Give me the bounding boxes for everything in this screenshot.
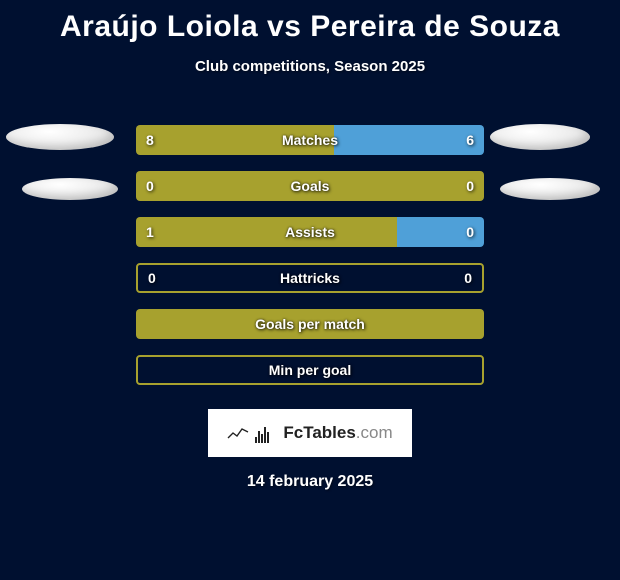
brand-text: FcTables.com <box>283 423 392 443</box>
stat-bar: 0 0 Hattricks <box>136 263 484 293</box>
stat-value-left: 8 <box>146 132 154 148</box>
page-title: Araújo Loiola vs Pereira de Souza <box>0 0 620 44</box>
stat-value-left: 1 <box>146 224 154 240</box>
decorative-ellipse <box>490 124 590 150</box>
brand-tld: .com <box>356 423 393 442</box>
stat-bar: Min per goal <box>136 355 484 385</box>
stat-bar: 8 6 Matches <box>136 125 484 155</box>
stat-row: 0 0 Hattricks <box>0 255 620 301</box>
stat-value-right: 6 <box>466 132 474 148</box>
stat-label: Goals <box>291 178 330 194</box>
chart-bars-icon <box>255 423 279 443</box>
decorative-ellipse <box>500 178 600 200</box>
stat-value-left: 0 <box>148 270 156 286</box>
stat-row: Goals per match <box>0 301 620 347</box>
comparison-chart: 8 6 Matches 0 0 Goals 1 0 Assists 0 0 Hattricks Goal… <box>0 117 620 393</box>
stat-row: Min per goal <box>0 347 620 393</box>
stat-label: Min per goal <box>269 362 351 378</box>
footer-date: 14 february 2025 <box>0 473 620 491</box>
stat-bar-right <box>334 125 484 155</box>
decorative-ellipse <box>22 178 118 200</box>
stat-value-right: 0 <box>464 270 472 286</box>
stat-value-right: 0 <box>466 224 474 240</box>
stat-value-right: 0 <box>466 178 474 194</box>
decorative-ellipse <box>6 124 114 150</box>
page-subtitle: Club competitions, Season 2025 <box>0 58 620 75</box>
stat-label: Hattricks <box>280 270 340 286</box>
stat-label: Assists <box>285 224 335 240</box>
stat-label: Matches <box>282 132 338 148</box>
stat-value-left: 0 <box>146 178 154 194</box>
stat-bar: 1 0 Assists <box>136 217 484 247</box>
stat-bar-left <box>136 217 397 247</box>
brand-logo: FcTables.com <box>208 409 412 457</box>
stat-bar: 0 0 Goals <box>136 171 484 201</box>
chart-trend-icon <box>227 426 249 440</box>
stat-row: 1 0 Assists <box>0 209 620 255</box>
stat-label: Goals per match <box>255 316 365 332</box>
stat-bar: Goals per match <box>136 309 484 339</box>
brand-name: FcTables <box>283 423 355 442</box>
